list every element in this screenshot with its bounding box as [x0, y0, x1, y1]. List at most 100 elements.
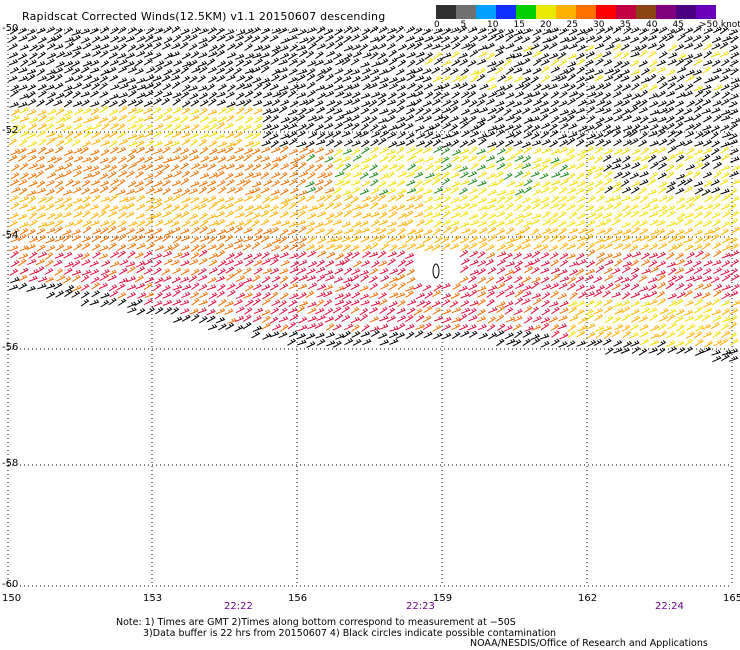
wind-barb: [504, 269, 515, 276]
wind-barb: [712, 193, 721, 202]
longitude-label: 153: [143, 593, 163, 604]
wind-barb: [252, 325, 263, 332]
wind-barb: [377, 180, 387, 188]
wind-barb: [208, 140, 218, 148]
wind-barb: [314, 146, 325, 154]
wind-barb: [612, 218, 622, 226]
wind-barb: [181, 291, 191, 299]
wind-barb: [496, 282, 506, 290]
wind-barb: [152, 75, 162, 82]
wind-barb: [521, 196, 531, 204]
wind-barb: [26, 132, 37, 139]
wind-barb: [100, 268, 110, 276]
wind-barb: [191, 297, 200, 306]
wind-barb: [17, 147, 27, 155]
wind-barb: [226, 273, 235, 282]
wind-barb: [216, 99, 227, 106]
wind-barb: [503, 275, 513, 283]
wind-barb: [208, 292, 218, 300]
wind-barb: [217, 83, 227, 91]
wind-barb: [568, 179, 579, 187]
wind-barb: [171, 25, 181, 34]
wind-barb: [460, 330, 470, 338]
wind-barb: [316, 132, 326, 140]
wind-barb: [566, 114, 575, 123]
wind-barb: [539, 100, 549, 108]
wind-barb: [639, 210, 649, 217]
wind-barb: [531, 140, 542, 147]
wind-barb: [567, 83, 576, 92]
wind-barb: [496, 162, 506, 170]
wind-barb: [99, 245, 109, 252]
wind-barb: [494, 116, 504, 124]
wind-barb: [413, 165, 423, 172]
wind-barb: [713, 283, 723, 291]
wind-barb: [143, 114, 153, 122]
wind-barb: [72, 45, 82, 52]
wind-barb: [38, 114, 47, 122]
wind-barb: [631, 148, 641, 156]
wind-barb: [693, 181, 704, 187]
wind-barb: [35, 163, 45, 170]
wind-barb: [658, 195, 668, 203]
wind-barb: [63, 251, 73, 259]
wind-barb: [603, 242, 613, 250]
wind-barb: [208, 201, 218, 210]
wind-barb: [134, 298, 144, 307]
wind-barb: [64, 289, 73, 298]
wind-barb: [171, 131, 182, 138]
wind-barb: [65, 41, 75, 49]
wind-barb: [20, 59, 29, 67]
wind-barb: [703, 43, 713, 51]
wind-barb: [279, 145, 289, 154]
wind-barb: [127, 242, 137, 250]
wind-barb: [567, 98, 576, 106]
wind-barb: [550, 148, 561, 155]
wind-barb: [55, 243, 65, 252]
wind-barb: [432, 307, 442, 315]
wind-barb: [335, 260, 345, 267]
wind-barb: [630, 291, 641, 299]
wind-barb: [91, 243, 101, 251]
wind-barb: [587, 212, 597, 219]
wind-barb: [495, 100, 505, 107]
wind-barb: [198, 257, 208, 265]
wind-barb: [135, 260, 146, 268]
wind-barb: [386, 42, 396, 50]
wind-barb: [189, 139, 199, 147]
wind-barb: [469, 146, 478, 154]
wind-barb: [548, 227, 559, 234]
wind-barb: [566, 253, 576, 260]
wind-barb: [370, 138, 379, 147]
wind-barb: [116, 52, 127, 59]
wind-barb: [279, 45, 289, 52]
wind-barb: [387, 221, 397, 228]
wind-barb: [566, 153, 576, 162]
wind-barb: [595, 330, 605, 339]
wind-barb: [604, 306, 613, 314]
wind-barb: [116, 123, 126, 131]
wind-barb: [433, 187, 444, 194]
wind-barb: [316, 237, 327, 244]
wind-barb: [377, 92, 387, 100]
wind-barb: [422, 322, 432, 330]
wind-barb: [325, 201, 335, 210]
wind-barb: [350, 274, 360, 282]
wind-barb: [56, 116, 66, 124]
wind-barb: [63, 267, 73, 275]
wind-barb: [289, 252, 299, 259]
wind-barb: [388, 282, 398, 291]
legend-swatch: [696, 5, 716, 19]
wind-barb: [227, 289, 236, 297]
wind-barb: [665, 106, 675, 114]
wind-barb: [260, 35, 269, 43]
wind-barb: [505, 114, 515, 122]
wind-barb: [685, 74, 695, 82]
wind-barb: [594, 165, 605, 172]
wind-barb: [71, 274, 81, 282]
wind-barb: [503, 83, 513, 91]
wind-barb: [712, 259, 722, 266]
wind-barb: [379, 306, 388, 314]
wind-barb: [190, 204, 200, 211]
wind-barb: [253, 154, 263, 163]
